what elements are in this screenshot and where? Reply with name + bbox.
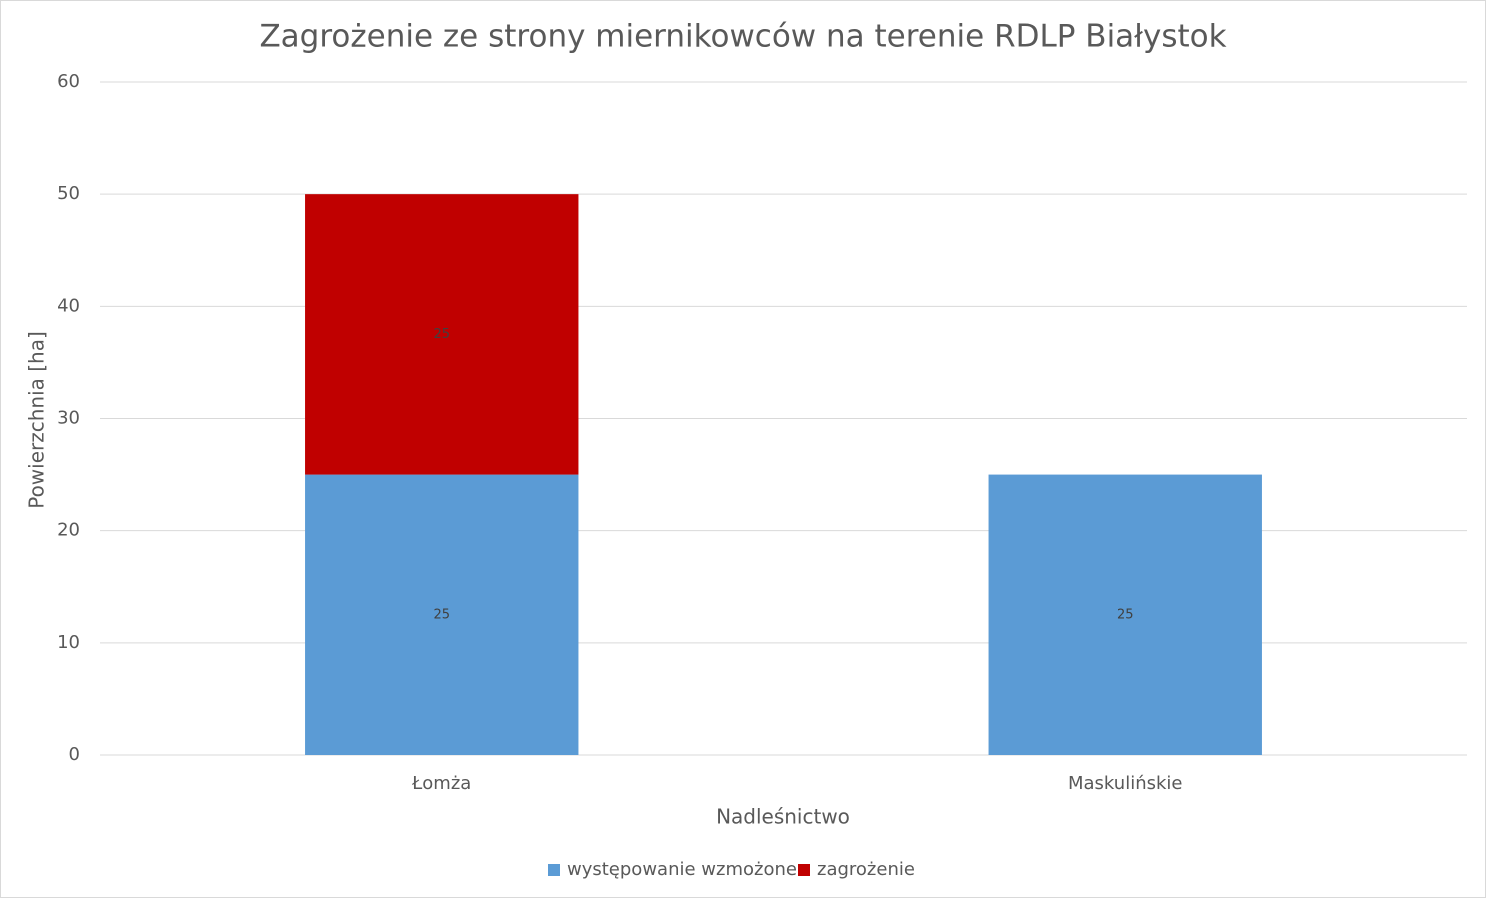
bar-segment <box>305 194 579 475</box>
legend-label: występowanie wzmożone <box>567 859 797 880</box>
legend-label: zagrożenie <box>817 859 915 880</box>
y-tick-label: 50 <box>57 183 80 204</box>
data-label: 25 <box>433 607 450 622</box>
y-tick-label: 20 <box>57 520 80 541</box>
x-tick-label: Maskulińskie <box>1068 773 1183 794</box>
x-tick-label: Łomża <box>411 773 471 794</box>
legend-swatch <box>548 864 560 876</box>
y-tick-label: 10 <box>57 632 80 653</box>
y-axis-title: Powierzchnia [ha] <box>25 331 49 509</box>
x-axis-title: Nadleśnictwo <box>716 805 850 829</box>
y-tick-label: 30 <box>57 408 80 429</box>
y-tick-label: 60 <box>57 71 80 92</box>
bar-segment <box>305 474 579 755</box>
y-tick-label: 40 <box>57 295 80 316</box>
data-label: 25 <box>1117 607 1134 622</box>
data-label: 25 <box>433 327 450 342</box>
y-tick-label: 0 <box>69 744 80 765</box>
chart-title: Zagrożenie ze strony miernikowców na ter… <box>259 19 1226 55</box>
bar-segment <box>988 474 1262 755</box>
legend-swatch <box>798 864 810 876</box>
